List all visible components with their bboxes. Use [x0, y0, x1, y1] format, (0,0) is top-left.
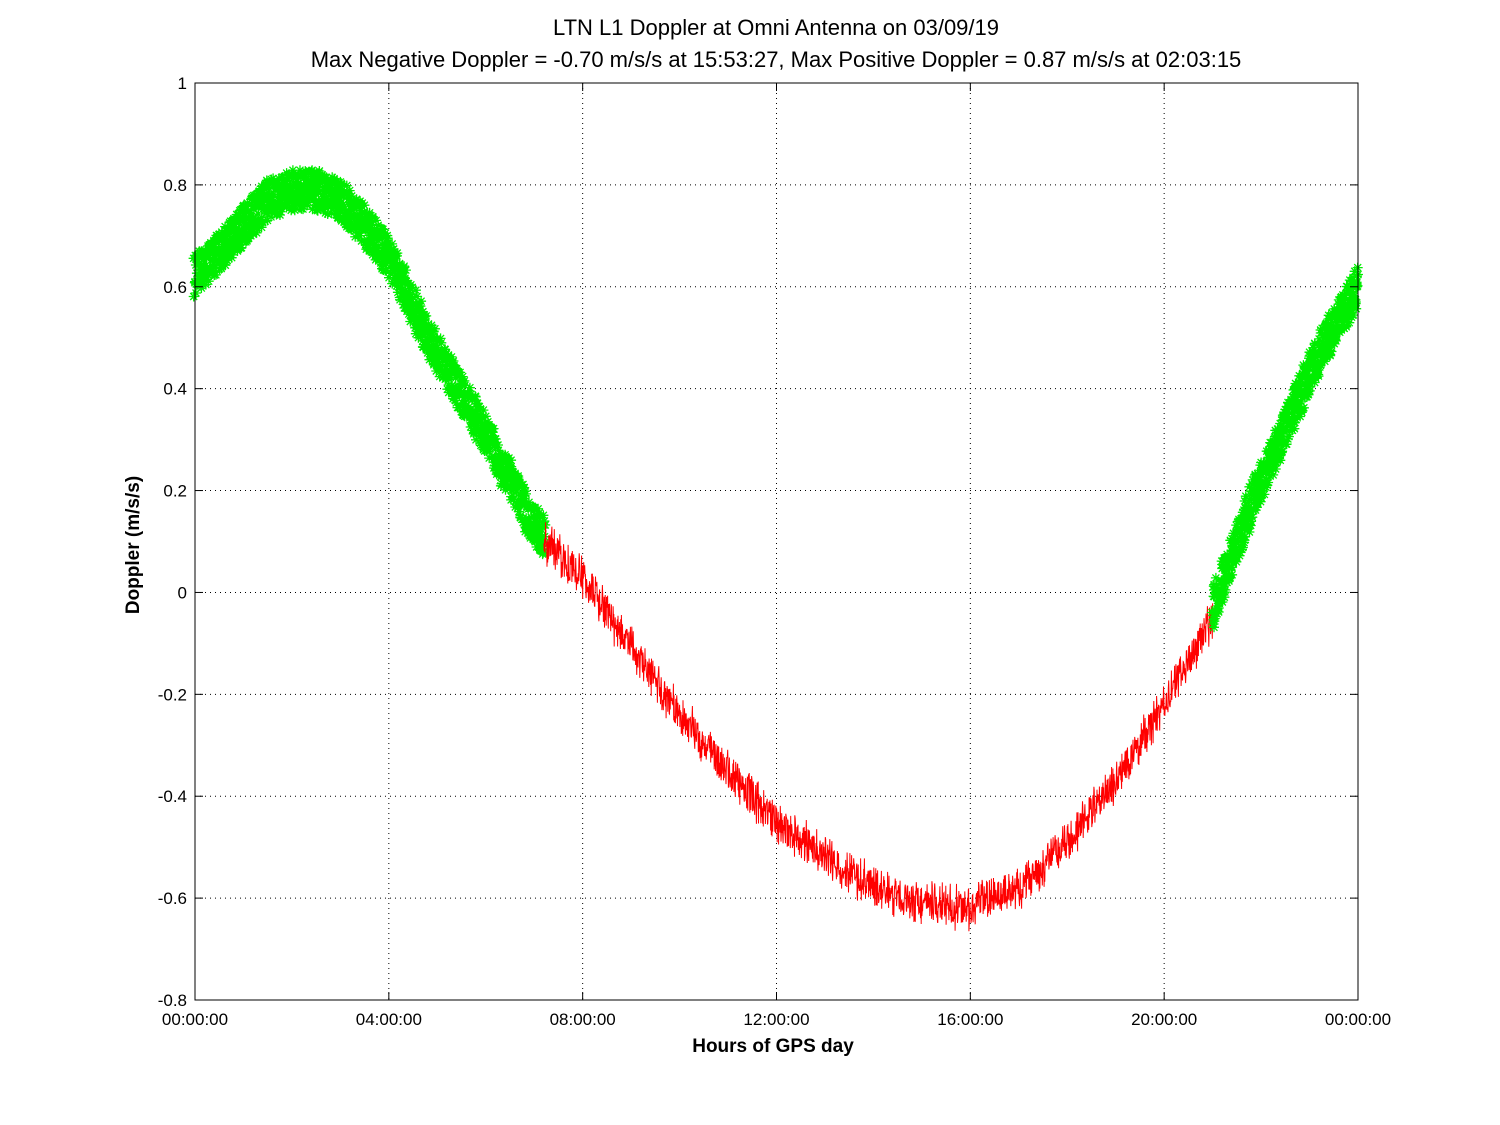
chart-subtitle: Max Negative Doppler = -0.70 m/s/s at 15…: [311, 47, 1242, 72]
y-tick-label: -0.8: [158, 991, 187, 1010]
y-tick-label: 0: [178, 583, 187, 602]
y-tick-labels: 1 0.8 0.6 0.4 0.2 0 -0.2 -0.4 -0.6 -0.8: [158, 74, 187, 1010]
y-tick-label: 0.4: [163, 380, 187, 399]
y-axis-label: Doppler (m/s/s): [123, 476, 144, 614]
series-trace: [543, 522, 1214, 932]
y-tick-label: 0.2: [163, 482, 187, 501]
x-tick-label: 00:00:00: [162, 1010, 228, 1029]
y-tick-label: -0.6: [158, 889, 187, 908]
x-tick-label: 12:00:00: [743, 1010, 809, 1029]
y-tick-label: -0.2: [158, 685, 187, 704]
x-tick-label: 00:00:00: [1325, 1010, 1391, 1029]
series-positive-late: [1206, 262, 1363, 633]
series-positive-early: [188, 165, 551, 560]
tick-marks: [194, 82, 1359, 1001]
x-axis-label: Hours of GPS day: [692, 1036, 854, 1057]
chart-title: LTN L1 Doppler at Omni Antenna on 03/09/…: [553, 15, 999, 40]
series-negative: [543, 522, 1214, 932]
x-tick-label: 04:00:00: [356, 1010, 422, 1029]
y-tick-label: -0.4: [158, 787, 187, 806]
series-markers: [1206, 262, 1363, 633]
x-tick-label: 08:00:00: [550, 1010, 616, 1029]
x-tick-labels: 00:00:00 04:00:00 08:00:00 12:00:00 16:00:00…: [162, 1010, 1391, 1029]
x-tick-label: 16:00:00: [937, 1010, 1003, 1029]
series-markers: [188, 165, 551, 560]
y-tick-label: 1: [178, 74, 187, 93]
y-tick-label: 0.6: [163, 278, 187, 297]
y-tick-label: 0.8: [163, 176, 187, 195]
data-layer: [188, 165, 1363, 932]
x-tick-label: 20:00:00: [1131, 1010, 1197, 1029]
